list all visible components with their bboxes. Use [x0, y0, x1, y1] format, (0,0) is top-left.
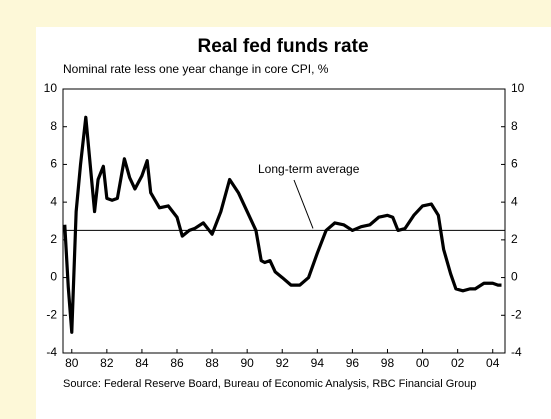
y-tick-label: 10 [44, 81, 58, 95]
y2-tick-label: 0 [511, 270, 518, 284]
y2-tick-label: 10 [511, 81, 525, 95]
y-tick-label: 8 [50, 119, 57, 133]
y2-tick-label: 4 [511, 194, 518, 208]
x-tick-label: 88 [205, 356, 219, 370]
source-note: Source: Federal Reserve Board, Bureau of… [63, 378, 476, 390]
chart-title: Real fed funds rate [197, 36, 368, 57]
y2-tick-label: 6 [511, 157, 518, 171]
annotation-leader [293, 179, 314, 229]
x-tick-label: 94 [311, 356, 325, 370]
chart-panel [36, 27, 551, 419]
x-tick-label: 86 [170, 356, 184, 370]
y2-tick-label: -4 [511, 345, 522, 359]
x-tick-label: 04 [486, 356, 500, 370]
y-tick-label: 2 [50, 232, 57, 246]
x-tick-label: 98 [381, 356, 395, 370]
y-tick-label: 4 [50, 194, 57, 208]
y2-tick-label: 2 [511, 232, 518, 246]
chart-subtitle: Nominal rate less one year change in cor… [63, 62, 329, 76]
x-tick-label: 90 [240, 356, 254, 370]
data-line [63, 115, 502, 334]
x-tick-label: 96 [346, 356, 360, 370]
y-tick-label: -2 [46, 307, 57, 321]
y2-tick-label: -2 [511, 307, 522, 321]
y-tick-label: -4 [46, 345, 57, 359]
reference-label: Long-term average [258, 162, 360, 176]
x-tick-label: 02 [451, 356, 465, 370]
y-tick-label: 6 [50, 157, 57, 171]
x-tick-label: 00 [416, 356, 430, 370]
x-tick-label: 84 [135, 356, 149, 370]
y2-tick-label: 8 [511, 119, 518, 133]
y-tick-label: 0 [50, 270, 57, 284]
x-tick-label: 82 [100, 356, 114, 370]
x-tick-label: 92 [276, 356, 290, 370]
plot-frame [62, 88, 506, 354]
x-tick-label: 80 [65, 356, 79, 370]
